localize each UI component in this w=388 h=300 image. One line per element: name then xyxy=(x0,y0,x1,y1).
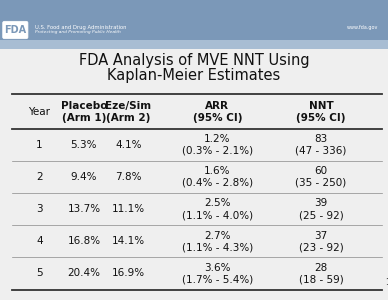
Text: 11.1%: 11.1% xyxy=(112,204,145,214)
Text: 1: 1 xyxy=(36,140,43,150)
Text: www.fda.gov: www.fda.gov xyxy=(347,25,378,29)
Text: ARR
(95% CI): ARR (95% CI) xyxy=(192,101,242,122)
Text: 2.7%
(1.1% - 4.3%): 2.7% (1.1% - 4.3%) xyxy=(182,230,253,252)
Text: 60
(35 - 250): 60 (35 - 250) xyxy=(295,166,346,188)
Text: 2.5%
(1.1% - 4.0%): 2.5% (1.1% - 4.0%) xyxy=(182,198,253,220)
Text: 3: 3 xyxy=(36,204,43,214)
Text: 16.9%: 16.9% xyxy=(112,268,145,278)
Text: 14.1%: 14.1% xyxy=(112,236,145,246)
Text: 4.1%: 4.1% xyxy=(115,140,142,150)
Text: 1.6%
(0.4% - 2.8%): 1.6% (0.4% - 2.8%) xyxy=(182,166,253,188)
Text: Year: Year xyxy=(28,107,50,117)
Text: 13.7%: 13.7% xyxy=(68,204,100,214)
Text: 2: 2 xyxy=(36,172,43,182)
Text: 20.4%: 20.4% xyxy=(68,268,100,278)
Text: Protecting and Promoting Public Health: Protecting and Promoting Public Health xyxy=(35,29,121,34)
Text: FDA Analysis of MVE NNT Using: FDA Analysis of MVE NNT Using xyxy=(79,52,309,68)
Text: 16.8%: 16.8% xyxy=(68,236,100,246)
Text: 7.8%: 7.8% xyxy=(115,172,142,182)
Text: Eze/Sim
(Arm 2): Eze/Sim (Arm 2) xyxy=(105,101,151,122)
Text: 4: 4 xyxy=(36,236,43,246)
Text: 1: 1 xyxy=(385,278,388,287)
Text: 37
(23 - 92): 37 (23 - 92) xyxy=(299,230,343,252)
Text: 5.3%: 5.3% xyxy=(71,140,97,150)
Text: 83
(47 - 336): 83 (47 - 336) xyxy=(295,134,347,156)
Text: 3.6%
(1.7% - 5.4%): 3.6% (1.7% - 5.4%) xyxy=(182,263,253,284)
Text: 5: 5 xyxy=(36,268,43,278)
Text: NNT
(95% CI): NNT (95% CI) xyxy=(296,101,346,122)
Text: 9.4%: 9.4% xyxy=(71,172,97,182)
FancyBboxPatch shape xyxy=(3,21,28,39)
Bar xyxy=(0,40,388,49)
Text: 28
(18 - 59): 28 (18 - 59) xyxy=(299,263,343,284)
Text: FDA: FDA xyxy=(3,25,26,35)
Text: Kaplan-Meier Estimates: Kaplan-Meier Estimates xyxy=(107,68,281,83)
Bar xyxy=(0,0,388,40)
Text: U.S. Food and Drug Administration: U.S. Food and Drug Administration xyxy=(35,25,126,29)
Text: 39
(25 - 92): 39 (25 - 92) xyxy=(299,198,343,220)
Text: Placebo
(Arm 1): Placebo (Arm 1) xyxy=(61,101,107,122)
Text: 1.2%
(0.3% - 2.1%): 1.2% (0.3% - 2.1%) xyxy=(182,134,253,156)
